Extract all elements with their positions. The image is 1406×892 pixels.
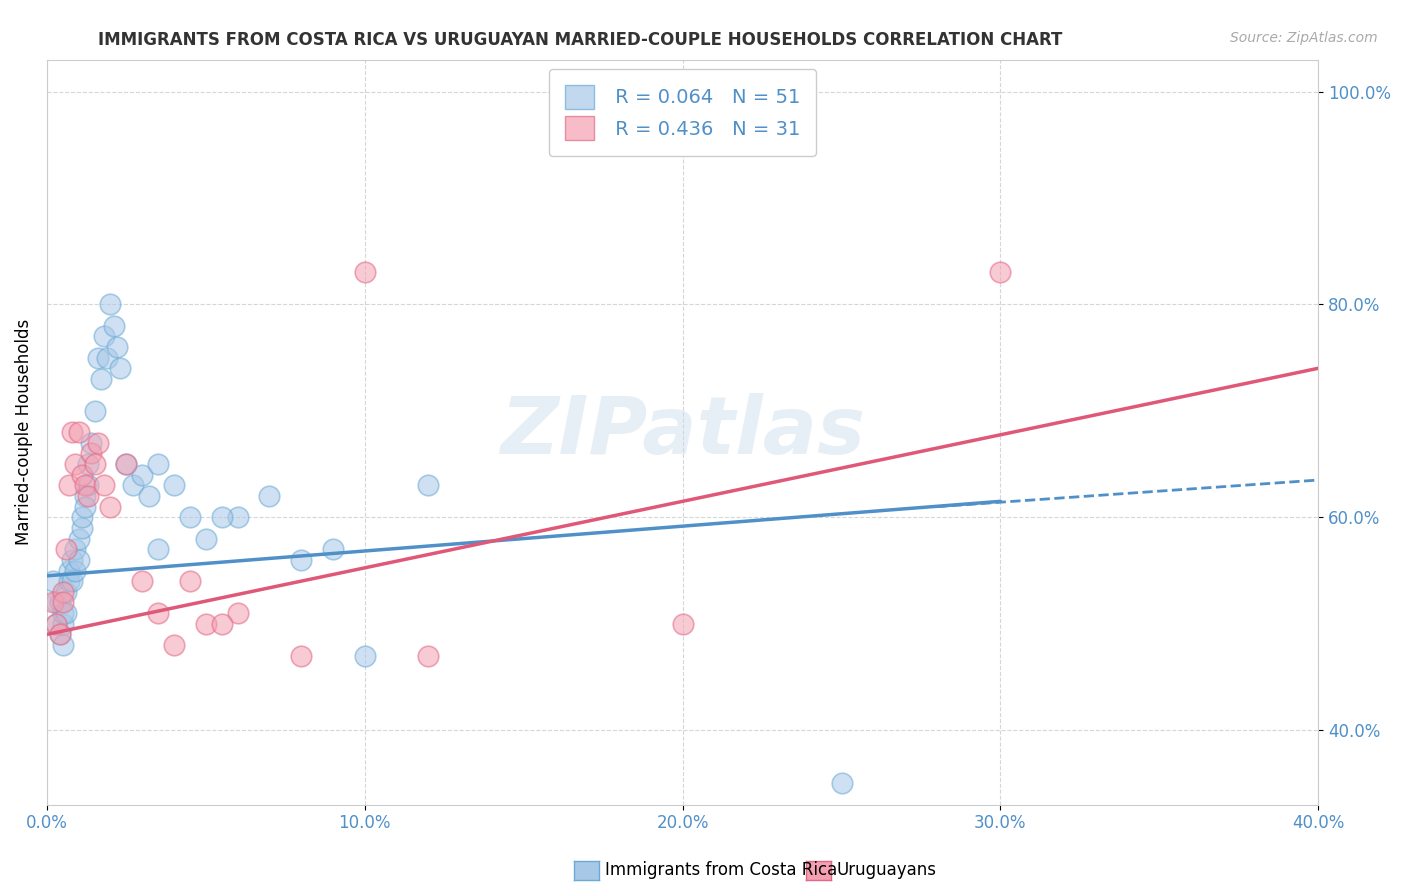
Point	[163, 638, 186, 652]
Point	[80, 435, 103, 450]
Point	[211, 616, 233, 631]
Point	[103, 318, 125, 333]
Point	[353, 265, 375, 279]
Point	[58, 574, 80, 589]
Point	[52, 584, 75, 599]
Point	[83, 404, 105, 418]
Point	[131, 467, 153, 482]
Point	[77, 478, 100, 492]
Point	[93, 329, 115, 343]
Point	[194, 616, 217, 631]
Point	[45, 616, 67, 631]
Point	[67, 532, 90, 546]
Point	[48, 627, 70, 641]
Point	[48, 595, 70, 609]
Point	[83, 457, 105, 471]
Point	[211, 510, 233, 524]
Point	[146, 542, 169, 557]
Point	[42, 574, 65, 589]
Point	[70, 510, 93, 524]
Point	[60, 574, 83, 589]
Point	[90, 372, 112, 386]
Point	[80, 446, 103, 460]
Text: Immigrants from Costa Rica: Immigrants from Costa Rica	[605, 861, 837, 879]
Point	[179, 510, 201, 524]
Point	[418, 648, 440, 663]
Point	[48, 627, 70, 641]
Point	[146, 606, 169, 620]
Point	[65, 564, 87, 578]
Point	[73, 478, 96, 492]
Point	[100, 500, 122, 514]
Point	[58, 478, 80, 492]
Text: Uruguayans: Uruguayans	[837, 861, 936, 879]
Point	[70, 467, 93, 482]
Point	[146, 457, 169, 471]
Point	[131, 574, 153, 589]
Point	[55, 606, 77, 620]
Text: Source: ZipAtlas.com: Source: ZipAtlas.com	[1230, 31, 1378, 45]
Point	[194, 532, 217, 546]
Point	[45, 616, 67, 631]
Point	[105, 340, 128, 354]
Point	[115, 457, 138, 471]
Point	[322, 542, 344, 557]
Point	[77, 457, 100, 471]
Point	[115, 457, 138, 471]
Point	[60, 425, 83, 439]
Legend:  R = 0.064   N = 51,  R = 0.436   N = 31: R = 0.064 N = 51, R = 0.436 N = 31	[548, 70, 817, 156]
Point	[138, 489, 160, 503]
Point	[226, 606, 249, 620]
Point	[100, 297, 122, 311]
Point	[52, 638, 75, 652]
Text: IMMIGRANTS FROM COSTA RICA VS URUGUAYAN MARRIED-COUPLE HOUSEHOLDS CORRELATION CH: IMMIGRANTS FROM COSTA RICA VS URUGUAYAN …	[98, 31, 1063, 49]
Point	[226, 510, 249, 524]
Point	[831, 776, 853, 790]
Point	[93, 478, 115, 492]
Point	[87, 351, 110, 365]
Point	[52, 595, 75, 609]
Point	[290, 553, 312, 567]
Point	[67, 425, 90, 439]
Point	[96, 351, 118, 365]
Point	[42, 595, 65, 609]
Point	[55, 542, 77, 557]
Point	[163, 478, 186, 492]
Point	[77, 489, 100, 503]
Point	[55, 584, 77, 599]
Point	[259, 489, 281, 503]
Point	[52, 616, 75, 631]
Point	[45, 595, 67, 609]
Point	[65, 542, 87, 557]
Point	[70, 521, 93, 535]
Y-axis label: Married-couple Households: Married-couple Households	[15, 319, 32, 545]
Text: ZIPatlas: ZIPatlas	[501, 393, 865, 471]
Point	[67, 553, 90, 567]
Point	[58, 564, 80, 578]
Point	[990, 265, 1012, 279]
Point	[52, 606, 75, 620]
Point	[179, 574, 201, 589]
Point	[73, 489, 96, 503]
Point	[418, 478, 440, 492]
Point	[121, 478, 143, 492]
Point	[60, 553, 83, 567]
Point	[290, 648, 312, 663]
Point	[65, 457, 87, 471]
Point	[353, 648, 375, 663]
Point	[87, 435, 110, 450]
Point	[73, 500, 96, 514]
Point	[671, 616, 693, 631]
Point	[108, 361, 131, 376]
